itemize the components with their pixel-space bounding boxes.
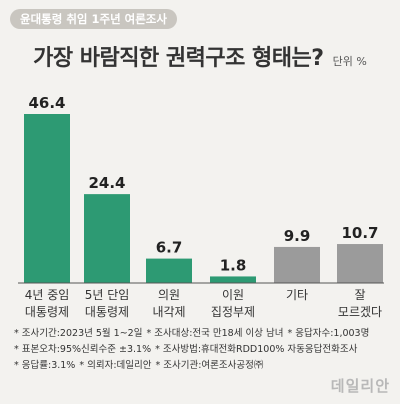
bar-3 [146,258,192,283]
footer-line-3: * 응답률:3.1% * 의뢰자:데일리안 * 조사기관:여론조사공정㈜ [14,358,390,374]
footer-line-1: * 조사기간:2023년 5월 1~2일 * 조사대상:전국 만18세 이상 남녀… [14,326,390,342]
footer-item: * 표본오차:95%신뢰수준 ±3.1% [14,344,152,355]
bar-4 [210,276,256,283]
value-label-6: 10.7 [341,224,378,242]
survey-tag: 윤대통령 취임 1주년 여론조사 [10,9,177,29]
category-label-2-line-1: 5년 단임 [85,288,130,302]
survey-footer: * 조사기간:2023년 5월 1~2일 * 조사대상:전국 만18세 이상 남녀… [14,326,390,374]
footer-item: * 조사대상:전국 만18세 이상 남녀 [146,328,284,339]
bar-1 [24,114,70,283]
value-label-2: 24.4 [88,174,125,192]
bar-2 [84,194,130,283]
footer-item: * 응답자수:1,003명 [287,328,370,339]
footer-item: * 조사기관:여론조사공정㈜ [155,360,264,371]
bars-group: 46.4 24.4 6.7 1.8 9.9 10.7 [24,94,383,283]
footer-item: * 조사기간:2023년 5월 1~2일 [14,328,143,339]
chart-title: 가장 바람직한 권력구조 형태는? [33,46,324,71]
value-label-5: 9.9 [284,227,311,245]
watermark-logo: 데일리안 [330,377,390,395]
chart-title-block: 가장 바람직한 권력구조 형태는? 단위 % [0,40,400,72]
category-label-3-line-1: 의원 [158,288,180,302]
category-label-2-line-2: 대통령제 [85,305,129,319]
bar-5 [274,246,320,283]
unit-label: 단위 % [332,55,367,68]
footer-item: * 의뢰자:데일리안 [79,360,152,371]
footer-item: * 응답률:3.1% [14,360,76,371]
category-label-1-line-1: 4년 중임 [25,288,70,302]
value-label-1: 46.4 [28,94,65,112]
category-label-4-line-1: 이원 [222,288,244,302]
category-label-3-line-2: 내각제 [152,305,185,319]
bar-6 [337,244,383,283]
category-label-1-line-2: 대통령제 [25,305,69,319]
category-label-4-line-2: 집정부제 [211,305,255,319]
footer-line-2: * 표본오차:95%신뢰수준 ±3.1% * 조사방법:휴대전화RDD100% 자… [14,342,390,358]
category-label-5-line-1: 기타 [286,288,308,302]
footer-item: * 조사방법:휴대전화RDD100% 자동응답전화조사 [155,344,358,355]
category-label-6-line-1: 잘 [354,288,365,302]
value-label-3: 6.7 [156,239,183,257]
value-label-4: 1.8 [220,256,247,274]
category-label-6-line-2: 모르겠다 [338,305,382,319]
